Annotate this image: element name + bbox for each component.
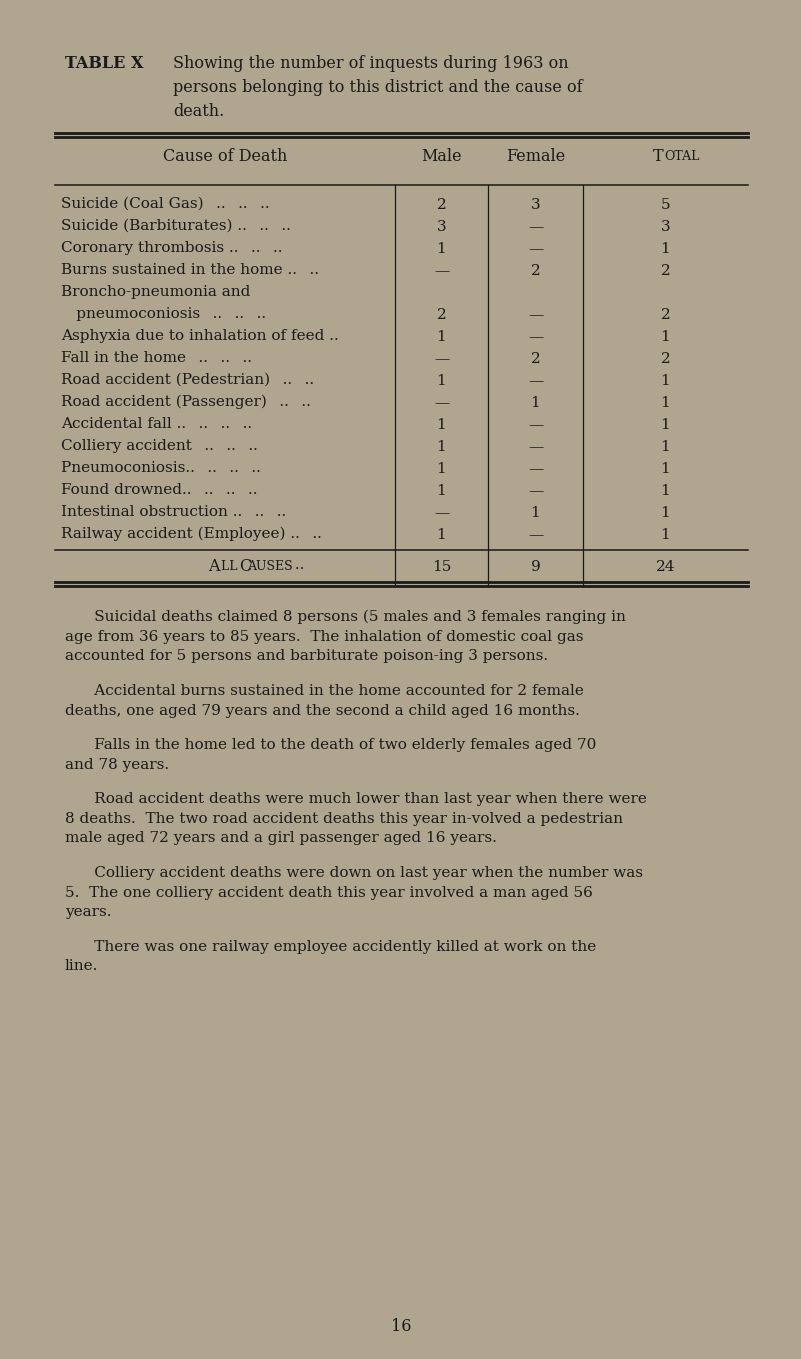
Text: 1: 1 <box>661 374 670 389</box>
Text: Showing the number of inquests during 1963 on
persons belonging to this district: Showing the number of inquests during 19… <box>173 54 582 121</box>
Text: —: — <box>528 308 543 322</box>
Text: Suicide (Barbiturates) ..  ..  ..: Suicide (Barbiturates) .. .. .. <box>61 219 291 232</box>
Text: 2: 2 <box>530 264 541 279</box>
Text: Asphyxia due to inhalation of feed ..: Asphyxia due to inhalation of feed .. <box>61 329 339 342</box>
Text: Road accident (Passenger)  ..  ..: Road accident (Passenger) .. .. <box>61 395 311 409</box>
Text: Male: Male <box>421 148 462 164</box>
Text: 1: 1 <box>437 484 446 497</box>
Text: OTAL: OTAL <box>665 149 700 163</box>
Text: 1: 1 <box>661 506 670 520</box>
Text: Suicide (Coal Gas)  ..  ..  ..: Suicide (Coal Gas) .. .. .. <box>61 197 270 211</box>
Text: 1: 1 <box>530 506 541 520</box>
Text: 2: 2 <box>437 198 446 212</box>
Text: 1: 1 <box>661 419 670 432</box>
Text: 1: 1 <box>437 419 446 432</box>
Text: 3: 3 <box>661 220 670 234</box>
Text: —: — <box>528 374 543 389</box>
Text: Coronary thrombosis ..  ..  ..: Coronary thrombosis .. .. .. <box>61 241 283 255</box>
Text: 1: 1 <box>661 395 670 410</box>
Text: 1: 1 <box>437 462 446 476</box>
Text: 5: 5 <box>661 198 670 212</box>
Text: A: A <box>208 559 220 575</box>
Text: —: — <box>528 440 543 454</box>
Text: Cause of Death: Cause of Death <box>163 148 288 164</box>
Text: AUSES: AUSES <box>247 560 292 572</box>
Text: —: — <box>528 484 543 497</box>
Text: Road accident deaths were much lower than last year when there were
8 deaths.  T: Road accident deaths were much lower tha… <box>65 792 647 845</box>
Text: —: — <box>528 330 543 344</box>
Text: Colliery accident  ..  ..  ..: Colliery accident .. .. .. <box>61 439 258 453</box>
Text: 1: 1 <box>661 242 670 255</box>
Text: Falls in the home led to the death of two elderly females aged 70
and 78 years.: Falls in the home led to the death of tw… <box>65 738 597 772</box>
Text: Accidental fall ..  ..  ..  ..: Accidental fall .. .. .. .. <box>61 417 252 431</box>
Text: Found drowned..  ..  ..  ..: Found drowned.. .. .. .. <box>61 482 257 497</box>
Text: 3: 3 <box>437 220 446 234</box>
Text: 24: 24 <box>656 560 675 573</box>
Text: 1: 1 <box>437 374 446 389</box>
Text: Railway accident (Employee) ..  ..: Railway accident (Employee) .. .. <box>61 527 322 541</box>
Text: 15: 15 <box>432 560 451 573</box>
Text: TABLE X: TABLE X <box>65 54 143 72</box>
Text: 2: 2 <box>661 308 670 322</box>
Text: Suicidal deaths claimed 8 persons (5 males and 3 females ranging in
age from 36 : Suicidal deaths claimed 8 persons (5 mal… <box>65 610 626 663</box>
Text: Fall in the home  ..  ..  ..: Fall in the home .. .. .. <box>61 351 252 366</box>
Text: LL: LL <box>221 560 241 572</box>
Text: 1: 1 <box>661 330 670 344</box>
Text: 1: 1 <box>661 440 670 454</box>
Text: Pneumoconiosis..  ..  ..  ..: Pneumoconiosis.. .. .. .. <box>61 461 261 476</box>
Text: 16: 16 <box>391 1318 411 1335</box>
Text: Female: Female <box>506 148 566 164</box>
Text: —: — <box>528 529 543 542</box>
Text: —: — <box>528 419 543 432</box>
Text: 1: 1 <box>661 484 670 497</box>
Text: —: — <box>434 264 449 279</box>
Text: 2: 2 <box>530 352 541 366</box>
Text: T: T <box>653 148 663 164</box>
Text: Broncho-pneumonia and: Broncho-pneumonia and <box>61 285 251 299</box>
Text: 2: 2 <box>437 308 446 322</box>
Text: —: — <box>434 395 449 410</box>
Text: 1: 1 <box>437 330 446 344</box>
Text: 1: 1 <box>661 462 670 476</box>
Text: 1: 1 <box>437 242 446 255</box>
Text: Road accident (Pedestrian)  ..  ..: Road accident (Pedestrian) .. .. <box>61 372 314 387</box>
Text: 1: 1 <box>437 440 446 454</box>
Text: —: — <box>528 242 543 255</box>
Text: ..: .. <box>290 559 304 572</box>
Text: pneumoconiosis  ..  ..  ..: pneumoconiosis .. .. .. <box>61 307 266 321</box>
Text: 2: 2 <box>661 264 670 279</box>
Text: —: — <box>434 506 449 520</box>
Text: 2: 2 <box>661 352 670 366</box>
Text: C: C <box>239 559 252 575</box>
Text: 9: 9 <box>530 560 541 573</box>
Text: Intestinal obstruction ..  ..  ..: Intestinal obstruction .. .. .. <box>61 506 286 519</box>
Text: 1: 1 <box>437 529 446 542</box>
Text: Colliery accident deaths were down on last year when the number was
5.  The one : Colliery accident deaths were down on la… <box>65 866 643 919</box>
Text: —: — <box>528 220 543 234</box>
Text: —: — <box>434 352 449 366</box>
Text: 1: 1 <box>661 529 670 542</box>
Text: 1: 1 <box>530 395 541 410</box>
Text: —: — <box>528 462 543 476</box>
Text: There was one railway employee accidently killed at work on the
line.: There was one railway employee accidentl… <box>65 940 596 973</box>
Text: 3: 3 <box>531 198 541 212</box>
Text: Burns sustained in the home ..  ..: Burns sustained in the home .. .. <box>61 264 319 277</box>
Text: Accidental burns sustained in the home accounted for 2 female
deaths, one aged 7: Accidental burns sustained in the home a… <box>65 684 584 718</box>
